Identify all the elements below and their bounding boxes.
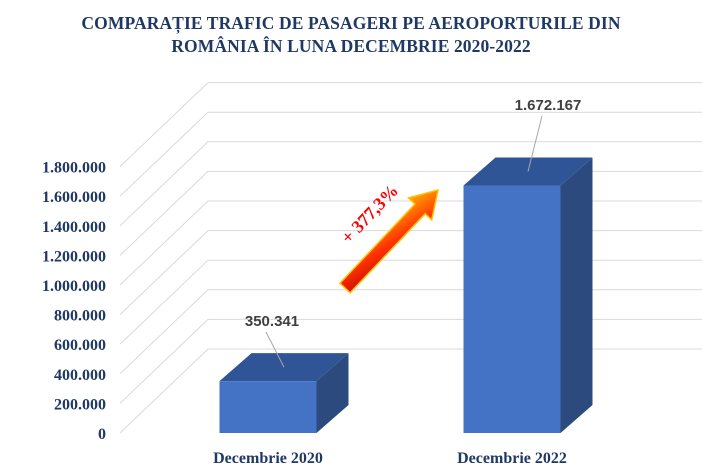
y-tick-label: 1.600.000 <box>42 189 106 206</box>
gridline <box>119 230 702 315</box>
y-tick-label: 1.800.000 <box>42 160 106 177</box>
bars <box>219 157 593 433</box>
gridline <box>119 318 702 404</box>
y-tick-label: 800.000 <box>54 308 106 325</box>
y-tick-label: 200.000 <box>54 396 106 413</box>
y-tick-label: 1.000.000 <box>42 278 106 295</box>
growth-arrow: + 377,3% <box>337 180 439 294</box>
x-tick-label: Decembrie 2022 <box>457 450 567 467</box>
chart-title-line1: COMPARAȚIE TRAFIC DE PASAGERI PE AEROPOR… <box>81 13 621 33</box>
arrow-body <box>338 188 439 294</box>
bar <box>219 381 317 433</box>
leader-line <box>265 331 285 368</box>
gridline <box>119 141 702 227</box>
data-labels: 350.341 1.672.167 <box>245 97 581 330</box>
x-tick-label: Decembrie 2020 <box>213 450 323 467</box>
y-tick-label: 0 <box>98 426 106 443</box>
bar <box>463 185 561 433</box>
gridline <box>119 82 702 167</box>
x-axis-ticks: Decembrie 2020 Decembrie 2022 <box>213 450 567 467</box>
grid-lines <box>119 82 702 434</box>
gridline <box>119 259 702 345</box>
bar-side <box>316 353 349 433</box>
chart-title-line2: ROMÂNIA ÎN LUNA DECEMBRIE 2020-2022 <box>171 36 531 56</box>
gridline <box>119 111 702 197</box>
gridline <box>119 348 702 434</box>
y-axis-ticks: 0 200.000 400.000 600.000 800.000 1.000.000 1.… <box>42 160 106 443</box>
y-tick-label: 400.000 <box>54 367 106 384</box>
y-tick-label: 1.400.000 <box>42 219 106 236</box>
y-tick-label: 600.000 <box>54 337 106 354</box>
bar-side <box>560 157 593 433</box>
data-label: 1.672.167 <box>515 97 582 114</box>
leader-line <box>527 115 543 172</box>
data-label: 350.341 <box>245 313 299 330</box>
gridline <box>119 289 702 375</box>
leader-lines <box>265 115 543 368</box>
chart-title: COMPARAȚIE TRAFIC DE PASAGERI PE AEROPOR… <box>0 12 702 58</box>
arrow-shape <box>338 188 439 294</box>
y-tick-label: 1.200.000 <box>42 248 106 265</box>
